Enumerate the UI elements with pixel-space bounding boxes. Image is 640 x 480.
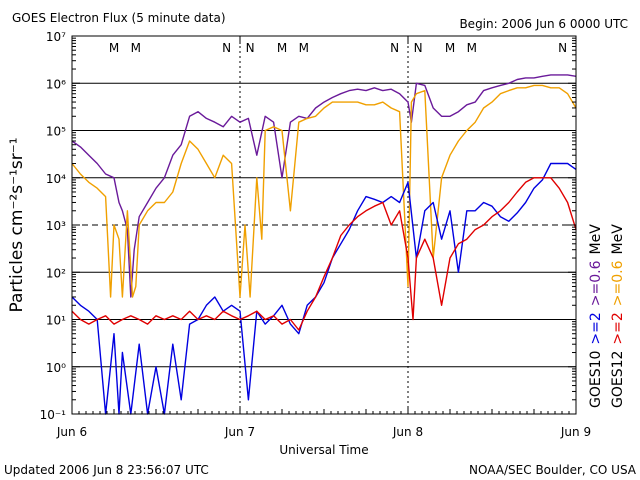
legend-entry: >=2	[588, 312, 604, 344]
legend-column: GOES10 >=2 >=0.6 MeV	[588, 224, 604, 408]
legend-entry: >=2	[610, 312, 626, 344]
x-tick-label: Jun 8	[392, 425, 423, 439]
x-axis-label: Universal Time	[279, 443, 368, 457]
series-line	[71, 162, 577, 415]
data-series	[71, 74, 577, 415]
y-tick-label: 10⁻¹	[40, 408, 67, 422]
gridlines	[72, 82, 576, 368]
x-tick-label: Jun 9	[560, 425, 591, 439]
day-separators	[239, 36, 409, 414]
local-time-marker: M	[277, 41, 287, 55]
x-tick-label: Jun 6	[56, 425, 87, 439]
begin-date-label: Begin: 2006 Jun 6 0000 UTC	[459, 17, 628, 31]
y-axis-label: Particles cm⁻²s⁻¹sr⁻¹	[7, 137, 27, 312]
y-tick-label: 10²	[46, 266, 66, 280]
local-time-marker: N	[414, 41, 423, 55]
legend-entry: >=0.6	[588, 260, 604, 306]
local-time-marker: M	[299, 41, 309, 55]
local-time-marker: M	[467, 41, 477, 55]
y-tick-label: 10⁵	[46, 125, 66, 139]
y-tick-label: 10⁴	[46, 172, 66, 186]
local-time-marker: N	[558, 41, 567, 55]
y-tick-label: 10³	[46, 219, 66, 233]
y-tick-label: 10⁷	[46, 30, 66, 44]
series-line	[71, 177, 577, 331]
legend-entry: MeV	[610, 224, 626, 255]
source-credit: NOAA/SEC Boulder, CO USA	[469, 463, 637, 477]
series-line	[71, 74, 577, 298]
legend-entry: GOES12	[610, 351, 626, 408]
local-time-marker: M	[445, 41, 455, 55]
axis-ticks: Jun 6 Jun 7 Jun 8 Jun 9 10⁻¹ 10⁰ 10¹ 10² 10³ 10⁴ 1…	[40, 30, 592, 439]
legend-column: GOES12 >=2 >=0.6 MeV	[610, 224, 626, 408]
local-time-marker: N	[246, 41, 255, 55]
local-time-marker: N	[390, 41, 399, 55]
legend-entry: MeV	[588, 224, 604, 255]
y-tick-label: 10⁶	[46, 77, 66, 91]
local-time-marker: N	[222, 41, 231, 55]
updated-timestamp: Updated 2006 Jun 8 23:56:07 UTC	[4, 463, 209, 477]
chart-title: GOES Electron Flux (5 minute data)	[12, 11, 226, 25]
right-legend: GOES10 >=2 >=0.6 MeV GOES12 >=2 >=0.6 MeV	[588, 224, 626, 408]
y-tick-label: 10¹	[46, 314, 66, 328]
y-tick-label: 10⁰	[46, 361, 66, 375]
legend-entry: >=0.6	[610, 260, 626, 306]
series-line	[71, 84, 577, 298]
x-tick-label: Jun 7	[224, 425, 255, 439]
local-time-marker: M	[131, 41, 141, 55]
legend-entry: GOES10	[588, 351, 604, 408]
local-time-marker: M	[109, 41, 119, 55]
